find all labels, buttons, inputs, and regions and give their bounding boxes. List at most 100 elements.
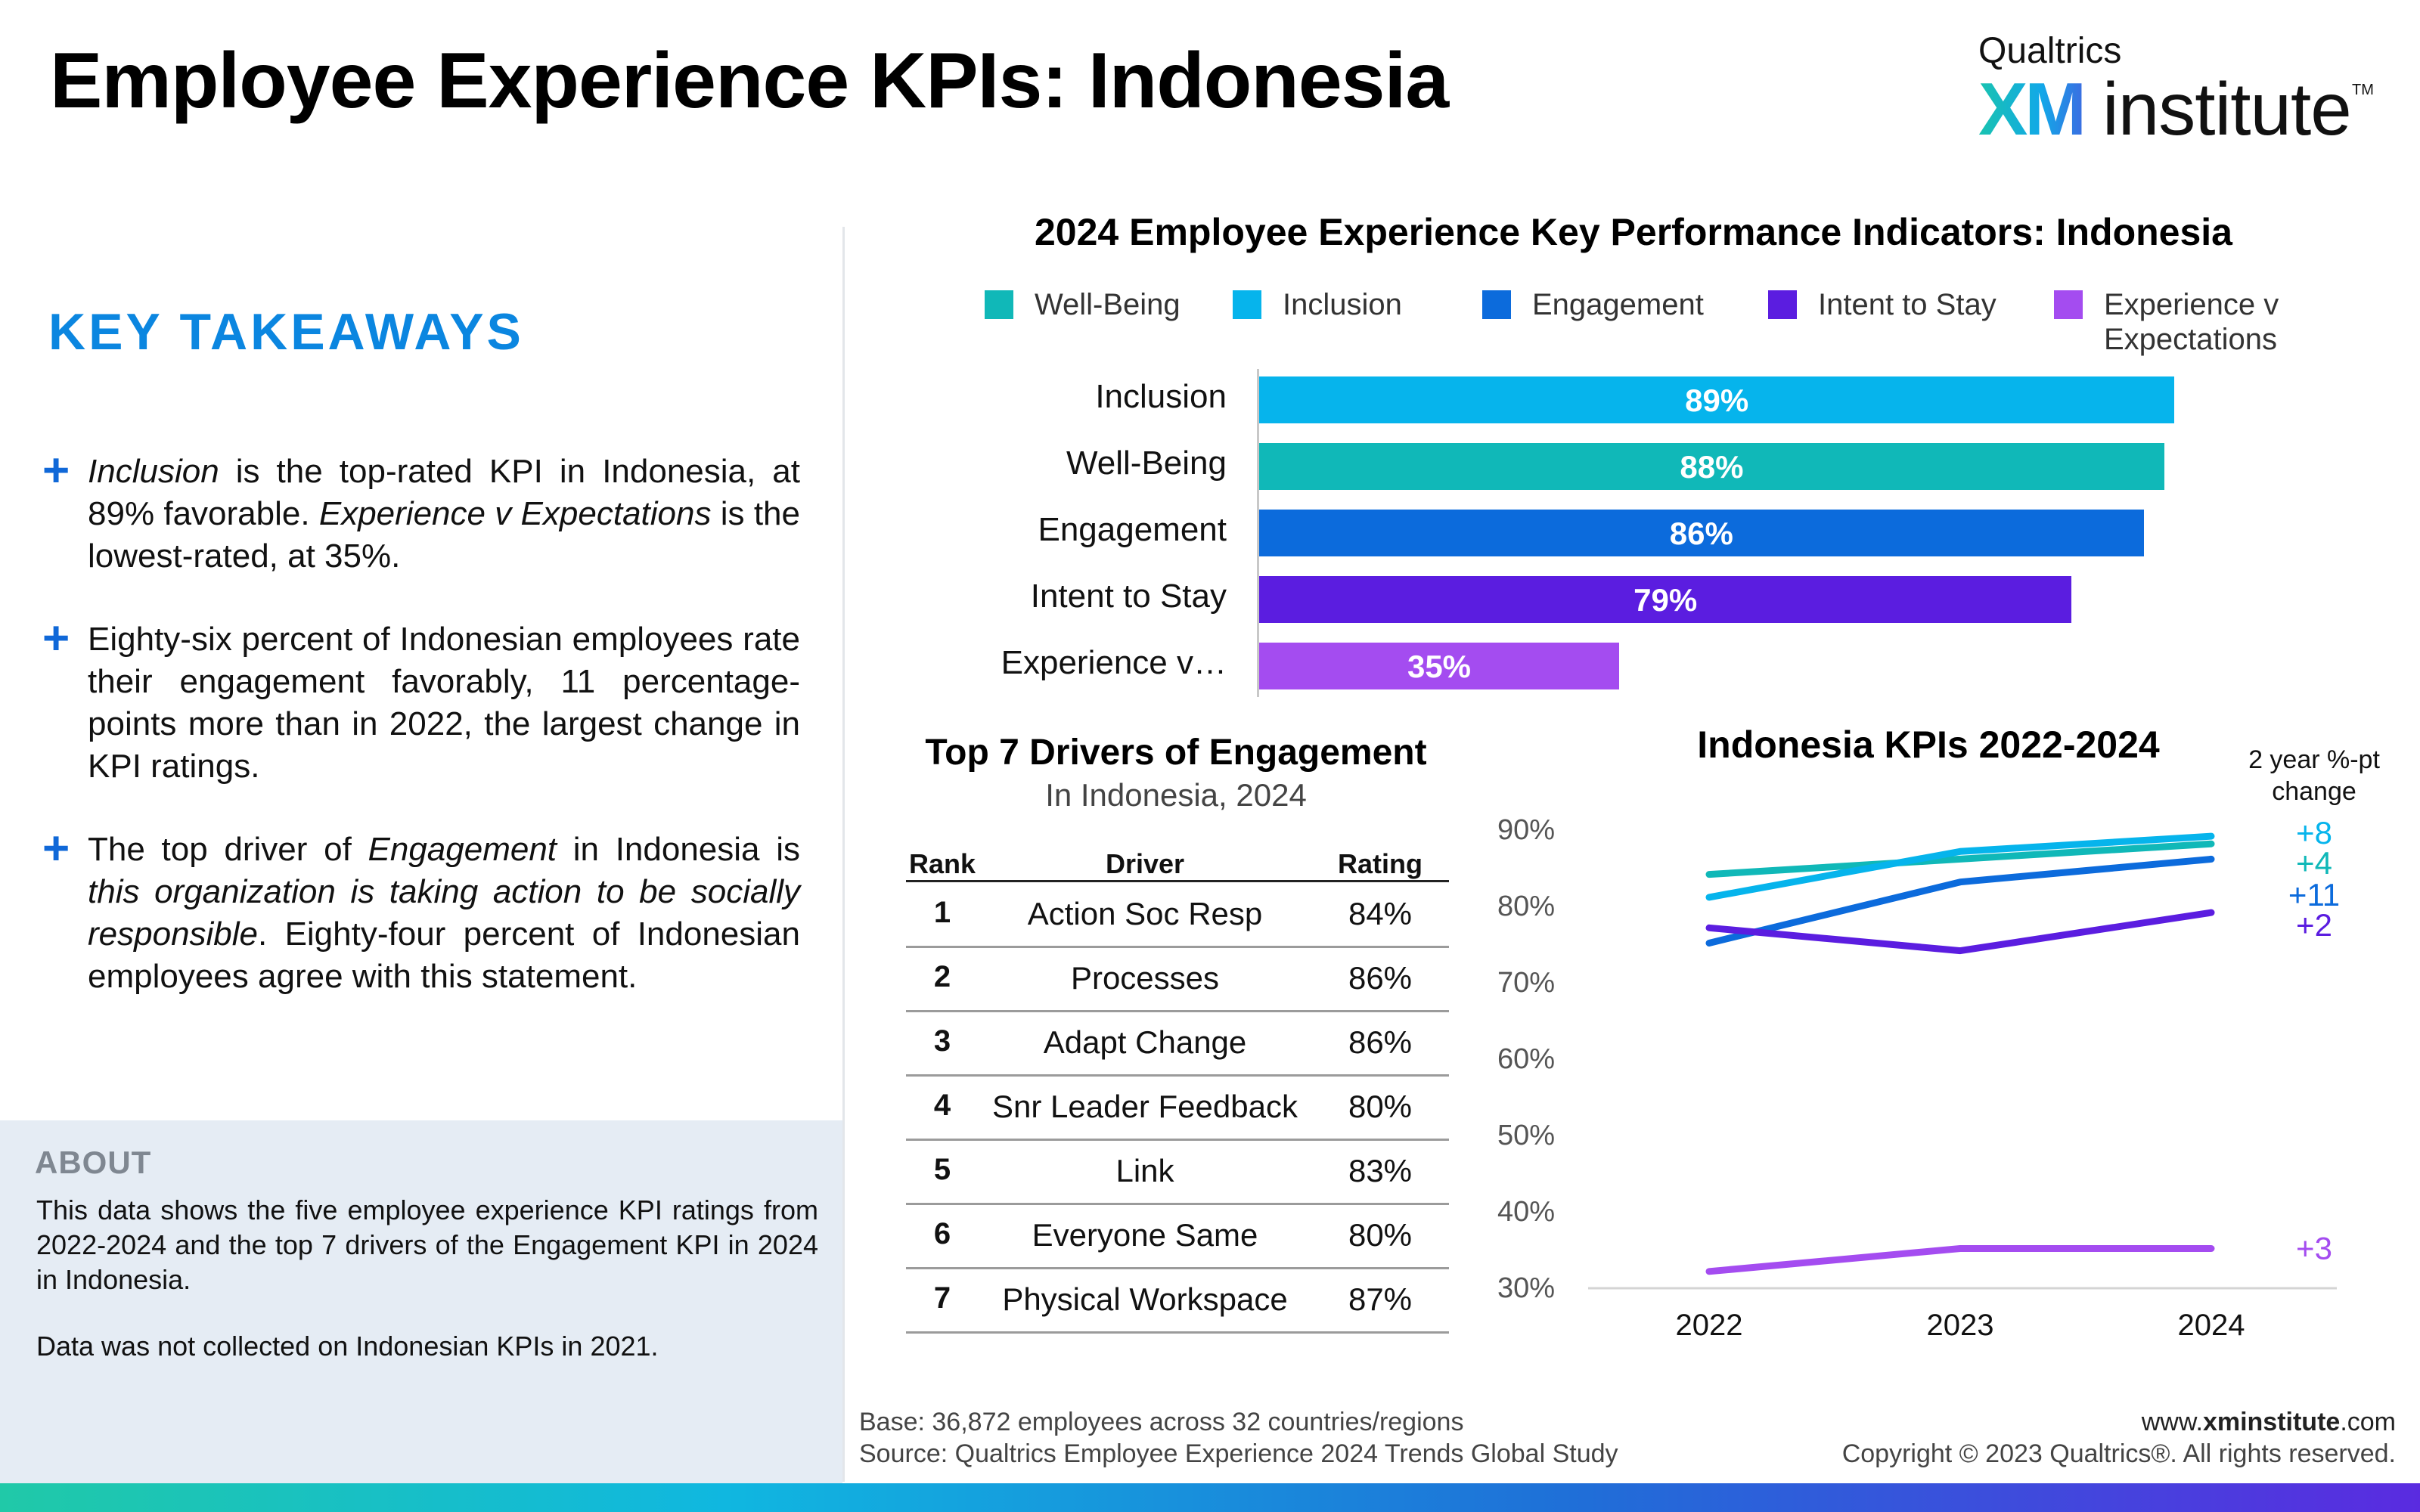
site-prefix: www. [2141,1408,2203,1436]
table-row: 6 Everyone Same 80% [906,1204,1449,1269]
logo-trademark: TM [2352,82,2374,98]
table-row: 7 Physical Workspace 87% [906,1268,1449,1334]
bar-wellbeing [1259,443,2164,490]
change-label-intent: +2 [2296,907,2332,943]
table-cell-rating: 86% [1348,1024,1413,1060]
bar-intent [1259,576,2072,623]
bar-data-label: 89% [1685,383,1749,418]
x-tick-label: 2023 [1927,1309,1994,1342]
legend-swatch [1768,290,1797,319]
legend-label: Inclusion [1283,288,1402,321]
table-row: 4 Snr Leader Feedback 80% [906,1075,1449,1141]
table-cell-rating: 83% [1348,1153,1413,1188]
site-bold: xminstitute [2202,1408,2341,1436]
table-cell-rank: 7 [933,1281,951,1315]
plus-icon: + [42,445,70,497]
drivers-table-subtitle: In Indonesia, 2024 [1045,777,1307,813]
table-cell-rating: 84% [1348,896,1413,931]
copyright: Copyright © 2023 Qualtrics®. All rights … [1841,1439,2396,1468]
plus-icon: + [42,612,70,665]
change-label-inclusion: +8 [2296,815,2332,850]
legend-label: Intent to Stay [1818,288,1996,321]
bar-chart-axis [1257,369,1259,697]
table-header-rating: Rating [1338,848,1423,879]
table-row: 2 Processes 86% [906,947,1449,1012]
table-cell-driver: Adapt Change [1043,1024,1247,1060]
y-tick-label: 50% [1497,1120,1555,1151]
series-line-engagement [1705,855,2215,947]
table-cell-rank: 1 [933,896,951,929]
about-panel [0,1120,842,1485]
takeaway-3-c: Engagement [368,831,557,868]
change-label-wellbeing: +4 [2296,845,2332,881]
table-cell-driver: Link [1115,1153,1174,1188]
table-cell-rank: 6 [933,1217,951,1250]
bar-category-label: Engagement [1038,511,1227,548]
change-column-heading: 2 year %-pt change [2248,745,2380,806]
takeaway-3-e: this organization is taking action to be… [88,873,800,953]
y-tick-label: 70% [1497,967,1555,999]
takeaway-2: Eighty-six percent of Indonesian employe… [88,618,800,788]
table-header-driver: Driver [1105,848,1185,879]
line-chart: 90% 80% 70% 60% 50% 40% 30% 2022 2023 2024 +4+8 +11… [1497,814,2340,1342]
change-label-experience: +3 [2296,1231,2332,1266]
x-tick-label: 2022 [1676,1309,1743,1342]
drivers-table-title: Top 7 Drivers of Engagement [925,733,1427,773]
plus-icon: + [42,823,70,875]
about-note: Data was not collected on Indonesian KPI… [36,1331,659,1362]
table-cell-rank: 2 [933,960,951,993]
takeaway-3-b: The top driver of [88,831,368,868]
y-tick-label: 40% [1497,1196,1555,1228]
takeaway-1-c: Experience v Expectations [318,495,712,532]
base-note: Base: 36,872 employees across 32 countri… [859,1408,1464,1436]
table-cell-rating: 80% [1348,1217,1413,1253]
takeaway-1-d: is the lowest-rated, at 35%. [88,495,800,575]
table-cell-rating: 86% [1348,960,1413,996]
table-row: 5 Link 83% [906,1139,1449,1205]
bar-category-label: Intent to Stay [1030,578,1227,615]
logo-xm: XM [1978,67,2086,150]
bar-data-label: 86% [1669,516,1733,551]
y-tick-label: 30% [1497,1272,1555,1304]
page-title: Employee Experience KPIs: Indonesia [50,37,1449,125]
table-cell-driver: Everyone Same [1032,1217,1258,1253]
legend-swatch [985,290,1013,319]
legend-swatch [1482,290,1511,319]
website-link[interactable]: www.xminstitute.com [2142,1406,2396,1438]
logo-qualtrics-text: Qualtrics [1978,31,2122,71]
y-tick-label: 60% [1497,1043,1555,1075]
about-text: This data shows the five employee experi… [36,1194,818,1295]
y-tick-label: 90% [1497,814,1555,846]
bar-category-label: Inclusion [1095,378,1227,415]
takeaway-3: The top driver of Engagement in Indonesi… [88,829,800,998]
brand-gradient-bar [0,1483,2420,1512]
series-line-intent [1705,909,2215,955]
table-header-rule [906,880,1449,882]
bar-category-label: Experience v… [1001,644,1227,681]
table-row: 3 Adapt Change 86% [906,1011,1449,1077]
site-suffix: .com [2340,1408,2396,1436]
legend-label: Engagement [1532,288,1704,321]
table-cell-driver: Snr Leader Feedback [992,1089,1298,1124]
legend-item-inclusion: Inclusion [1233,287,1402,322]
logo-institute: institute [2102,67,2352,150]
table-header-rank: Rank [908,848,976,879]
series-line-experience [1705,1245,2215,1275]
vertical-divider [842,227,845,1482]
legend-label: Well-Being [1035,288,1181,321]
bar-experience [1259,643,1619,689]
series-line-wellbeing [1705,840,2215,878]
takeaway-3-d: in Indonesia is [557,831,800,868]
bar-data-label: 79% [1634,582,1698,618]
legend-item-experience: Experience v Expectations [2054,287,2331,357]
bar-data-label: 35% [1407,649,1472,684]
x-tick-label: 2024 [2178,1309,2245,1342]
y-tick-label: 80% [1497,891,1555,922]
bar-engagement [1259,510,2144,556]
table-cell-rating: 87% [1348,1281,1413,1317]
legend-item-engagement: Engagement [1482,287,1704,322]
takeaway-1: Inclusion is the top-rated KPI in Indone… [88,451,800,578]
legend-item-intent: Intent to Stay [1768,287,1996,322]
table-cell-rank: 4 [933,1089,951,1122]
series-line-inclusion [1705,832,2215,901]
